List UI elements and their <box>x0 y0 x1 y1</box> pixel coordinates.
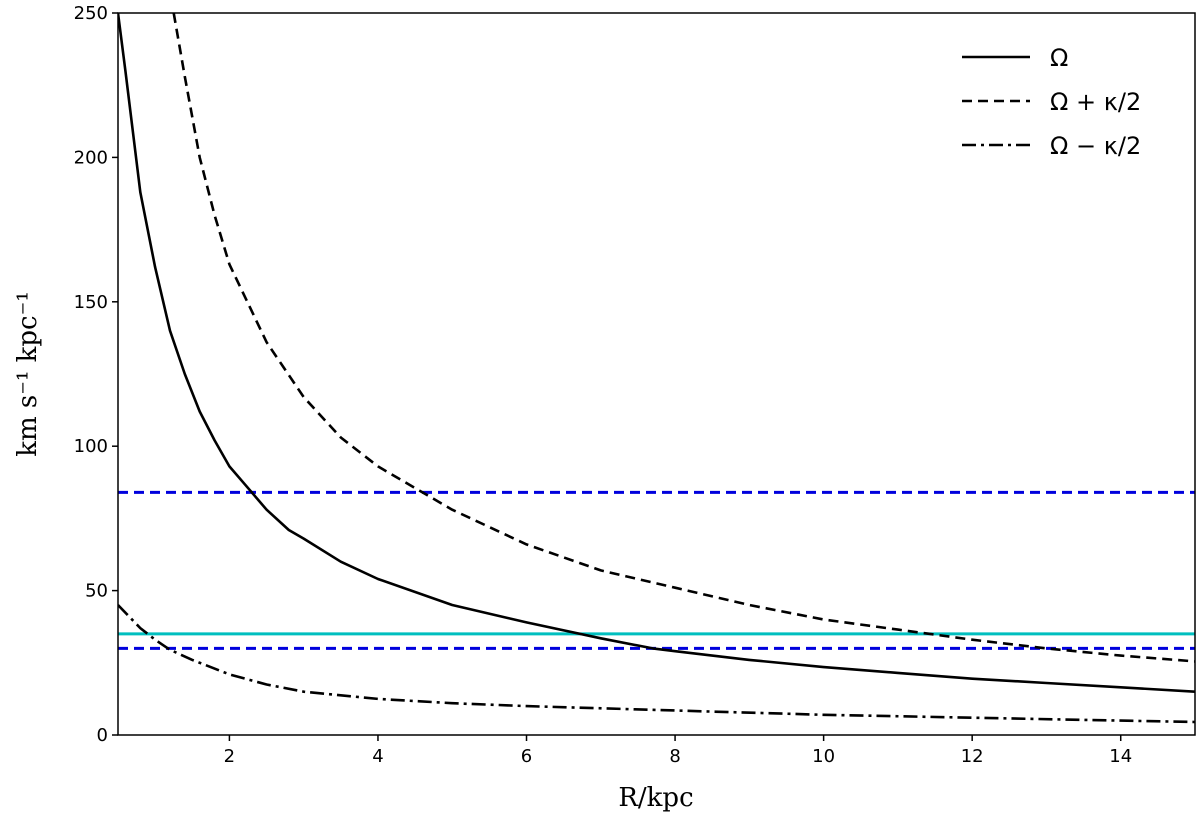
legend-label-3: Ω − κ/2 <box>1050 132 1141 160</box>
x-axis-ticks: 2 4 6 8 10 12 14 <box>224 735 1132 767</box>
y-tick-label: 150 <box>74 292 108 313</box>
y-axis-ticks: 0 50 100 150 200 250 <box>74 3 118 746</box>
y-axis-label: km s⁻¹ kpc⁻¹ <box>13 291 43 457</box>
x-tick-label: 6 <box>521 746 532 767</box>
y-tick-label: 0 <box>97 725 108 746</box>
x-axis-label: R/kpc <box>618 783 693 813</box>
series-lines <box>118 13 1195 724</box>
reference-lines <box>118 490 1195 650</box>
legend-label-1: Ω <box>1050 44 1068 72</box>
legend: Ω Ω + κ/2 Ω − κ/2 <box>962 44 1141 160</box>
omega-plus-kappa-curve <box>172 13 1195 663</box>
y-tick-label: 50 <box>85 581 108 602</box>
x-tick-label: 2 <box>224 746 235 767</box>
x-tick-label: 12 <box>961 746 984 767</box>
x-tick-label: 14 <box>1109 746 1132 767</box>
x-tick-label: 4 <box>372 746 383 767</box>
x-tick-label: 8 <box>669 746 680 767</box>
legend-label-2: Ω + κ/2 <box>1050 88 1141 116</box>
omega-minus-kappa-curve <box>118 604 1195 724</box>
plot-frame <box>117 12 1196 736</box>
omega-curve <box>118 13 1195 693</box>
y-tick-label: 100 <box>74 436 108 457</box>
y-tick-label: 200 <box>74 147 108 168</box>
x-tick-label: 10 <box>812 746 835 767</box>
y-tick-label: 250 <box>74 3 108 24</box>
